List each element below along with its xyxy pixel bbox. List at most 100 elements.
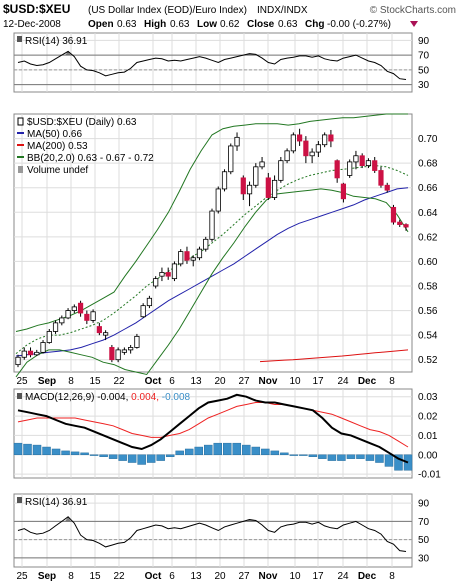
rsi-top-legend-swatch [17, 36, 22, 42]
candle-body [265, 177, 271, 198]
candle-body [309, 151, 315, 157]
macd-histogram-bar [99, 454, 108, 457]
candle-body [340, 183, 347, 200]
x-tick-label: 22 [113, 571, 125, 582]
x-tick-label: 10 [289, 376, 301, 387]
candle-body [196, 248, 203, 259]
candle-body [328, 134, 334, 142]
symbol-title: $USD:$XEU [3, 2, 70, 16]
candle-body [359, 155, 365, 166]
candle-body [128, 347, 134, 351]
macd-legend-value: -0.008 [162, 392, 191, 403]
candle-body [378, 170, 384, 186]
macd-histogram-bar [251, 446, 261, 456]
x-tick-label: Nov [259, 571, 278, 582]
candle-body [171, 263, 178, 280]
x-tick-label: Nov [259, 376, 278, 387]
chg-label: Chg [305, 19, 324, 30]
candle-body [384, 184, 390, 191]
close-value: 0.63 [278, 19, 298, 30]
x-tick-label: 8 [68, 376, 74, 387]
rsi-top-ytick-label: 30 [418, 80, 430, 91]
macd-histogram-bar [127, 454, 137, 463]
brand-label: © StockCharts.com [370, 5, 456, 16]
x-tick-label: 10 [289, 571, 301, 582]
macd-histogram-bar [32, 444, 42, 456]
x-tick-label: Sep [38, 571, 56, 582]
candle-body [96, 326, 102, 334]
x-tick-label: 17 [312, 571, 324, 582]
rsi-top-panel [13, 32, 413, 93]
candle-body [59, 317, 65, 324]
candle-body [365, 160, 372, 167]
rsi-bottom-legend-label: RSI(14) 36.91 [25, 497, 88, 508]
candle-body [178, 251, 184, 265]
price-legend-candle-icon [17, 117, 24, 126]
macd-histogram-bar [337, 454, 346, 461]
macd-histogram-bar [175, 450, 184, 456]
candle-body [290, 134, 296, 152]
x-tick-label: 17 [312, 376, 324, 387]
macd-histogram-bar [51, 448, 61, 456]
candle-body [134, 335, 140, 348]
candle-body [246, 184, 253, 195]
candle-body [27, 350, 34, 356]
candle-body [65, 310, 71, 319]
candle-body [84, 313, 90, 321]
macd-histogram-bar [61, 450, 70, 456]
rsi-bottom-legend-swatch [17, 497, 22, 503]
macd-ytick-label: 0.03 [418, 392, 438, 403]
candle-body [21, 350, 27, 358]
macd-histogram-bar [203, 444, 213, 456]
candle-body [278, 160, 284, 181]
macd-legend-value: MACD(12,26,9) [25, 392, 97, 403]
candle-body [46, 331, 52, 343]
macd-signal-line [17, 402, 409, 448]
candle-body [153, 278, 159, 287]
chart-header: $USD:$XEU (US Dollar Index (EOD)/Euro In… [3, 2, 456, 30]
macd-ytick-label: 0.00 [418, 450, 438, 461]
macd-histogram-bar [280, 452, 289, 456]
candle-body [322, 134, 328, 146]
x-tick-label: 27 [238, 376, 250, 387]
x-tick-label: 6 [169, 571, 175, 582]
x-tick-label: Dec [358, 571, 377, 582]
low-label: Low [197, 19, 217, 30]
candle-body [221, 171, 228, 190]
price-ytick-label: 0.60 [418, 257, 438, 268]
rsi-top-legend-label: RSI(14) 36.91 [25, 36, 88, 47]
change-down-icon [410, 21, 418, 27]
candle-body [284, 150, 290, 162]
price-panel [13, 113, 413, 373]
macd-histogram-bar [394, 454, 403, 471]
price-ytick-label: 0.68 [418, 159, 438, 170]
rsi-bottom-panel [13, 493, 413, 568]
candle-body [40, 342, 46, 353]
macd-histogram-bar [108, 454, 118, 459]
x-tick-label: Dec [358, 376, 377, 387]
x-tick-label: 15 [89, 376, 101, 387]
candle-body [34, 351, 40, 356]
candle-body [234, 136, 240, 147]
macd-histogram-bar [403, 454, 413, 471]
candle-body [121, 349, 127, 353]
macd-histogram-bar [118, 454, 127, 461]
volume-legend-label: Volume undef [27, 165, 88, 176]
candle-body [203, 238, 209, 250]
macd-ytick-label: 0.02 [418, 412, 438, 423]
x-tick-label: 22 [113, 376, 125, 387]
macd-histogram-bar [384, 454, 394, 467]
ma50-legend-label: MA(50) 0.66 [27, 129, 82, 140]
price-ytick-label: 0.58 [418, 282, 438, 293]
x-tick-label: 25 [16, 571, 28, 582]
macd-legend-label: MACD(12,26,9) -0.004, 0.004, -0.008 [25, 392, 191, 403]
rsi-bottom-ytick-label: 70 [418, 517, 430, 528]
candle-body [109, 347, 115, 361]
low-value: 0.62 [220, 19, 240, 30]
macd-histogram-bar [137, 454, 146, 465]
macd-histogram-bar [80, 452, 89, 456]
macd-histogram-bar [375, 454, 384, 463]
macd-histogram-bar [327, 454, 337, 461]
macd-histogram-bar [89, 454, 99, 456]
macd-histogram-bar [299, 454, 308, 456]
